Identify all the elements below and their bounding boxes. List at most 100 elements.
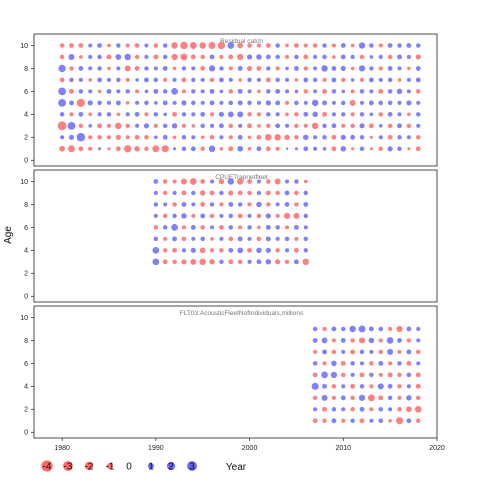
residual-point — [331, 89, 337, 94]
residual-point — [59, 112, 65, 117]
residual-point — [144, 66, 149, 71]
residual-point — [76, 98, 85, 107]
residual-point — [340, 134, 346, 140]
residual-point — [181, 135, 187, 140]
residual-point — [200, 236, 205, 242]
residual-point — [283, 212, 291, 220]
residual-point — [107, 147, 111, 151]
residual-point — [397, 43, 402, 48]
residual-point — [331, 100, 336, 105]
residual-point — [303, 225, 308, 230]
y-tick-label: 2 — [24, 271, 28, 278]
residual-point — [313, 146, 318, 151]
residual-point — [415, 77, 421, 83]
residual-point — [200, 77, 205, 82]
residual-point — [368, 77, 374, 83]
residual-point — [312, 111, 318, 118]
residual-point — [397, 338, 402, 343]
residual-point — [153, 66, 158, 71]
residual-point — [219, 236, 224, 241]
residual-point — [135, 100, 140, 105]
residual-point — [387, 66, 393, 71]
residual-point — [265, 224, 271, 230]
residual-point — [368, 337, 375, 344]
residual-point — [209, 54, 215, 60]
residual-point — [397, 78, 402, 82]
residual-point — [181, 248, 186, 253]
residual-point — [387, 123, 393, 129]
residual-point — [266, 202, 271, 207]
residual-point — [331, 112, 336, 117]
residual-point — [294, 100, 299, 106]
residual-point — [172, 247, 177, 253]
residual-point — [191, 124, 196, 128]
residual-point — [406, 54, 411, 59]
residual-point — [154, 101, 158, 105]
residual-point — [285, 89, 290, 94]
residual-point — [153, 179, 159, 184]
residual-point — [378, 100, 384, 106]
residual-point — [359, 135, 365, 140]
residual-point — [406, 89, 411, 94]
residual-point — [218, 111, 225, 117]
residual-point — [407, 112, 411, 117]
residual-point — [134, 43, 140, 48]
residual-point — [106, 88, 112, 94]
residual-point — [247, 89, 252, 94]
residual-point — [406, 384, 411, 389]
residual-point — [228, 54, 234, 60]
residual-point — [162, 213, 168, 219]
residual-point — [416, 418, 421, 424]
residual-point — [247, 43, 252, 48]
residual-point — [416, 89, 421, 94]
residual-point — [341, 100, 346, 106]
residual-point — [181, 123, 186, 128]
residual-point — [303, 111, 309, 117]
y-tick-label: 4 — [24, 112, 28, 119]
residual-point — [219, 100, 224, 105]
residual-point — [416, 135, 421, 140]
residual-point — [238, 225, 243, 230]
residual-point — [275, 213, 280, 218]
residual-point — [265, 213, 271, 219]
residual-point — [359, 77, 365, 82]
residual-point — [247, 259, 252, 264]
residual-point — [256, 259, 262, 265]
y-tick-label: 2 — [24, 135, 28, 142]
y-tick-label: 10 — [20, 43, 28, 50]
residual-point — [331, 384, 337, 389]
residual-point — [350, 361, 355, 366]
residual-point — [294, 259, 299, 265]
residual-point — [200, 146, 205, 152]
residual-point — [69, 88, 74, 94]
residual-point — [228, 66, 233, 71]
residual-point — [387, 348, 394, 355]
residual-point — [387, 100, 393, 106]
residual-point — [350, 338, 355, 343]
residual-point — [312, 43, 318, 48]
residual-point — [209, 77, 215, 83]
residual-point — [181, 66, 187, 71]
residual-point — [294, 123, 299, 129]
residual-point — [78, 66, 84, 71]
residual-point — [171, 123, 178, 129]
residual-point — [200, 202, 206, 207]
residual-point — [237, 66, 243, 71]
residual-point — [311, 99, 319, 107]
residual-point — [341, 372, 346, 378]
residual-point — [153, 123, 158, 128]
residual-point — [341, 326, 346, 332]
residual-point — [154, 135, 158, 140]
residual-point — [115, 122, 122, 130]
residual-point — [322, 146, 327, 151]
residual-point — [294, 190, 299, 196]
residual-point — [189, 178, 197, 185]
panel-frame — [33, 33, 438, 167]
residual-point — [359, 112, 365, 117]
residual-point — [237, 145, 244, 152]
residual-point — [396, 325, 403, 333]
residual-point — [368, 326, 374, 332]
residual-point — [285, 147, 289, 150]
residual-point — [359, 123, 365, 129]
residual-point — [68, 145, 75, 153]
